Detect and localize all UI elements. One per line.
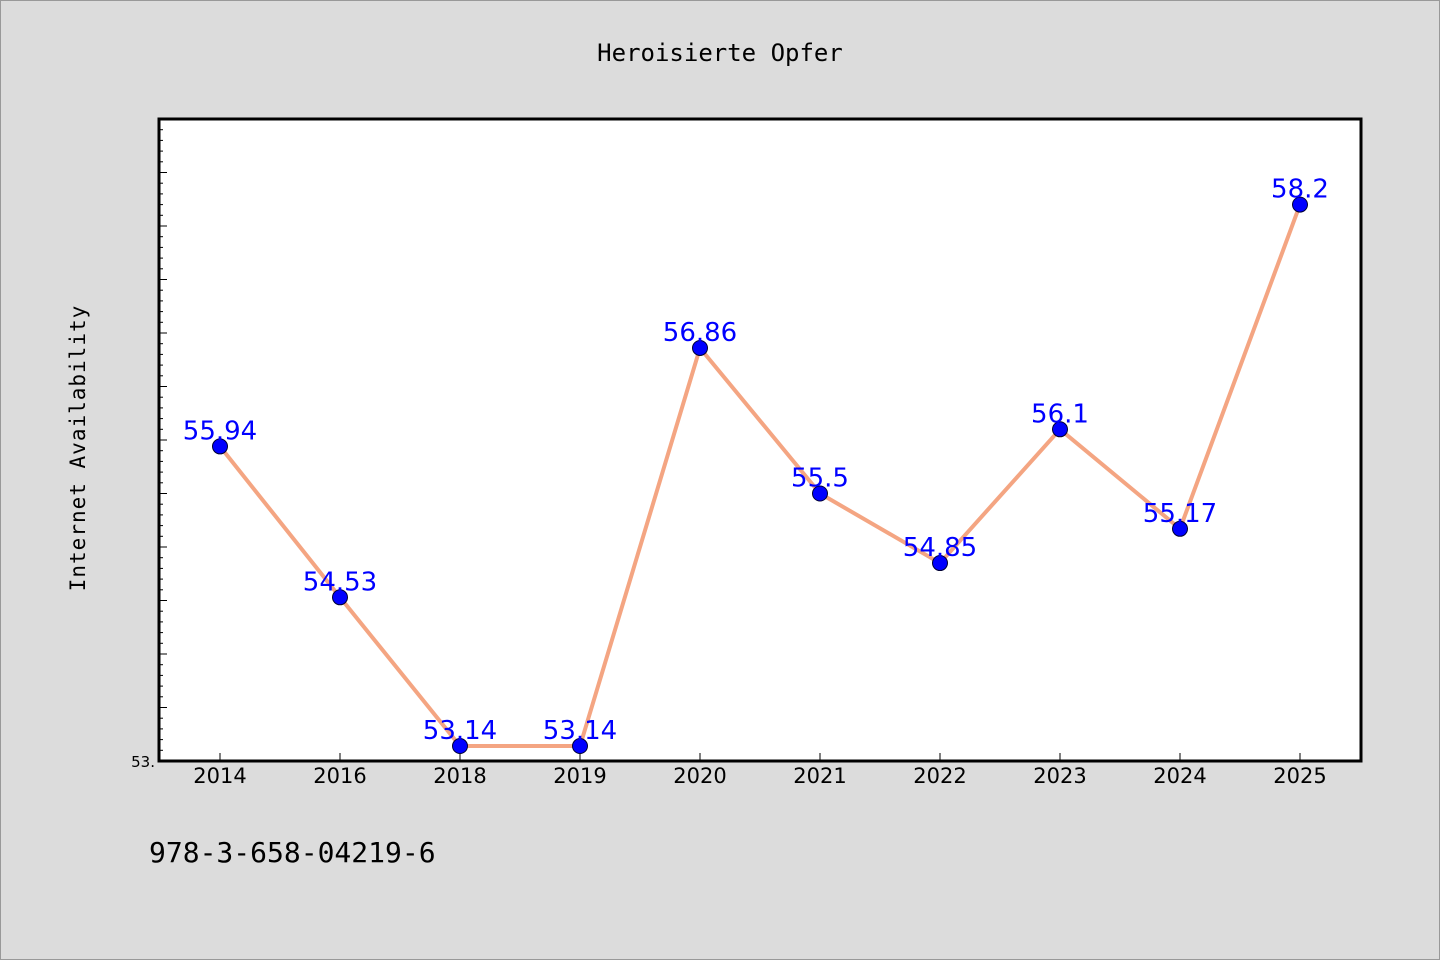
x-tick-label: 2014 — [193, 764, 246, 788]
series-line — [218, 202, 1302, 749]
x-tick-label: 2020 — [673, 764, 726, 788]
data-point — [1172, 520, 1188, 537]
x-tick-label: 2022 — [913, 764, 966, 788]
data-point — [332, 589, 348, 606]
y-axis-label: Internet Availability — [66, 305, 90, 592]
footer-isbn: 978-3-658-04219-6 — [149, 836, 436, 869]
data-label: 54.53 — [303, 567, 377, 597]
x-tick-label: 2025 — [1273, 764, 1326, 788]
data-label: 53.14 — [423, 716, 497, 746]
data-point — [572, 738, 588, 755]
data-label: 58.2 — [1271, 175, 1329, 205]
data-labels: 55.94 54.53 53.14 53.14 56.86 55.5 54.85 56.1 55… — [183, 175, 1329, 746]
data-point — [812, 485, 828, 502]
y-axis-ticks — [159, 118, 167, 762]
data-label: 55.17 — [1143, 499, 1217, 529]
series-line-group — [218, 202, 1302, 749]
data-point — [212, 438, 228, 455]
data-point — [932, 555, 948, 572]
data-markers — [212, 196, 1308, 755]
y-axis-tick-label: 53. — [131, 753, 155, 771]
data-point — [1292, 196, 1308, 213]
data-label: 56.86 — [663, 318, 737, 348]
x-tick-label: 2021 — [793, 764, 846, 788]
chart-title: Heroisierte Opfer — [597, 39, 843, 67]
data-label: 55.5 — [791, 464, 849, 494]
data-point — [452, 738, 468, 755]
data-label: 54.85 — [903, 533, 977, 563]
x-tick-label: 2024 — [1153, 764, 1206, 788]
x-tick-label: 2023 — [1033, 764, 1086, 788]
x-tick-label: 2019 — [553, 764, 606, 788]
plot-area — [157, 117, 1363, 763]
data-label: 56.1 — [1031, 399, 1089, 429]
x-tick-label: 2018 — [433, 764, 486, 788]
x-axis-ticks: 2014 2016 2018 2019 2020 2021 2022 2023 2024 2025 — [193, 753, 1327, 788]
data-label: 55.94 — [183, 416, 257, 446]
data-point — [1052, 421, 1068, 438]
data-point — [692, 339, 708, 356]
data-label: 53.14 — [543, 716, 617, 746]
x-tick-label: 2016 — [313, 764, 366, 788]
